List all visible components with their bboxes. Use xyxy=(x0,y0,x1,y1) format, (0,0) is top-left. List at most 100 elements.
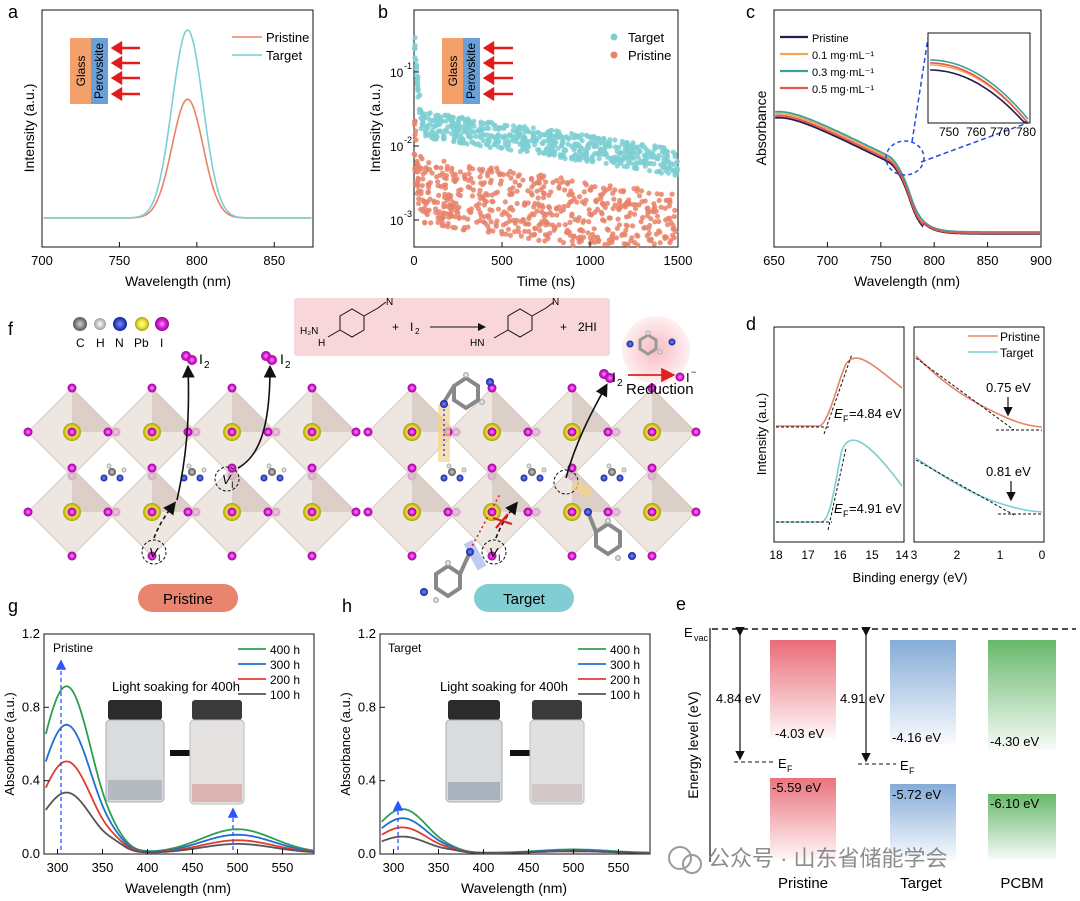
i-atom xyxy=(307,383,317,393)
tick-label: 750 xyxy=(870,253,892,268)
data-point xyxy=(591,134,597,140)
lattice-target xyxy=(363,383,701,561)
i-atom xyxy=(147,427,157,437)
zoom-line xyxy=(920,121,1031,163)
legend-item-target: Target xyxy=(266,48,303,63)
x-tick-label: 2 xyxy=(954,548,961,562)
data-point xyxy=(590,142,596,148)
legend: 400 h 300 h 200 h 100 h xyxy=(238,643,300,702)
data-point xyxy=(485,223,491,229)
data-point xyxy=(413,57,419,63)
data-point xyxy=(565,179,571,186)
data-point xyxy=(538,186,544,192)
h-atom xyxy=(186,463,192,469)
inset-series-line xyxy=(930,62,1029,123)
i-atom xyxy=(363,427,373,437)
data-point xyxy=(639,188,645,194)
data-point xyxy=(495,138,501,144)
legend-item-target: Target xyxy=(628,30,665,45)
data-point xyxy=(569,191,576,197)
i-atom xyxy=(103,507,113,517)
data-point xyxy=(540,195,547,201)
tick-label: 0.8 xyxy=(358,699,376,714)
legend-item: 200 h xyxy=(270,673,300,687)
glass-label: Glass xyxy=(446,56,460,87)
ef-sub: F xyxy=(843,414,849,424)
data-point xyxy=(662,234,668,240)
data-point xyxy=(622,232,628,238)
data-point xyxy=(609,159,616,165)
i-atom xyxy=(647,383,657,393)
data-point xyxy=(647,222,653,229)
h-atom xyxy=(461,467,467,473)
data-point xyxy=(558,175,564,181)
data-point xyxy=(567,219,573,225)
vb-value-pcbm: -6.10 eV xyxy=(990,796,1039,811)
data-point xyxy=(420,119,426,125)
data-point xyxy=(426,160,432,166)
legend-item: 0.5 mg·mL⁻¹ xyxy=(812,84,874,96)
data-point xyxy=(503,220,509,226)
cn-n: N xyxy=(386,297,393,308)
data-point xyxy=(467,185,473,191)
data-point xyxy=(637,193,643,199)
data-point xyxy=(515,225,521,231)
x-axis-label: Wavelength (nm) xyxy=(854,273,960,289)
data-point xyxy=(628,145,635,151)
data-point xyxy=(603,150,609,157)
reduced-molecule xyxy=(626,330,676,356)
octahedron-face xyxy=(232,388,276,432)
data-point xyxy=(495,206,502,212)
perovskite-label: Perovskite xyxy=(464,43,478,99)
vial-before xyxy=(105,700,165,803)
data-point xyxy=(418,165,425,171)
panel-letter: b xyxy=(378,2,388,22)
legend-item: 100 h xyxy=(610,688,640,702)
data-point xyxy=(510,170,516,176)
data-point xyxy=(411,151,417,157)
data-point xyxy=(453,128,459,134)
data-point xyxy=(433,136,439,142)
x-tick-label: 18 xyxy=(769,548,783,562)
data-point xyxy=(562,222,568,228)
tick-label: 300 xyxy=(47,860,69,875)
data-point xyxy=(644,213,651,219)
tick-label: 1.2 xyxy=(358,626,376,641)
series-line xyxy=(44,760,314,853)
data-point xyxy=(416,196,422,202)
data-point xyxy=(542,232,549,238)
i-atom xyxy=(363,507,373,517)
legend-item-pristine: Pristine xyxy=(628,48,671,63)
data-point xyxy=(586,207,592,213)
data-point xyxy=(455,210,461,216)
data-point xyxy=(546,205,553,211)
data-point xyxy=(606,240,612,246)
data-point xyxy=(498,145,504,151)
x-axis-label: Wavelength (nm) xyxy=(125,880,231,896)
data-point xyxy=(654,213,661,219)
data-point xyxy=(457,169,463,175)
target-pill-label: Target xyxy=(503,591,546,608)
i2-label: I xyxy=(612,369,616,385)
pristine-cutoff-line xyxy=(776,357,903,427)
i-atom xyxy=(227,507,237,517)
data-point xyxy=(504,143,510,149)
data-point xyxy=(443,118,449,124)
data-point xyxy=(465,224,471,230)
octahedron-face xyxy=(312,468,356,512)
data-point xyxy=(442,112,448,118)
data-point xyxy=(541,191,548,197)
pristine-pill xyxy=(138,584,238,612)
data-point xyxy=(485,170,491,176)
i2-escape-arrow xyxy=(237,364,277,469)
i-atom xyxy=(183,427,193,437)
glass-layer xyxy=(442,38,463,104)
vb-value-target: -5.72 eV xyxy=(892,787,941,802)
inset-tick-label: 760 xyxy=(966,125,986,139)
panel-a: a 700 750 800 850 Wavelength (nm) Intensity… xyxy=(8,2,314,289)
data-point xyxy=(614,148,620,154)
i-atom xyxy=(67,507,77,517)
data-point xyxy=(667,199,673,205)
y-axis-label: Absorbance (a.u.) xyxy=(2,692,17,795)
tick-label: 0 xyxy=(410,253,417,268)
